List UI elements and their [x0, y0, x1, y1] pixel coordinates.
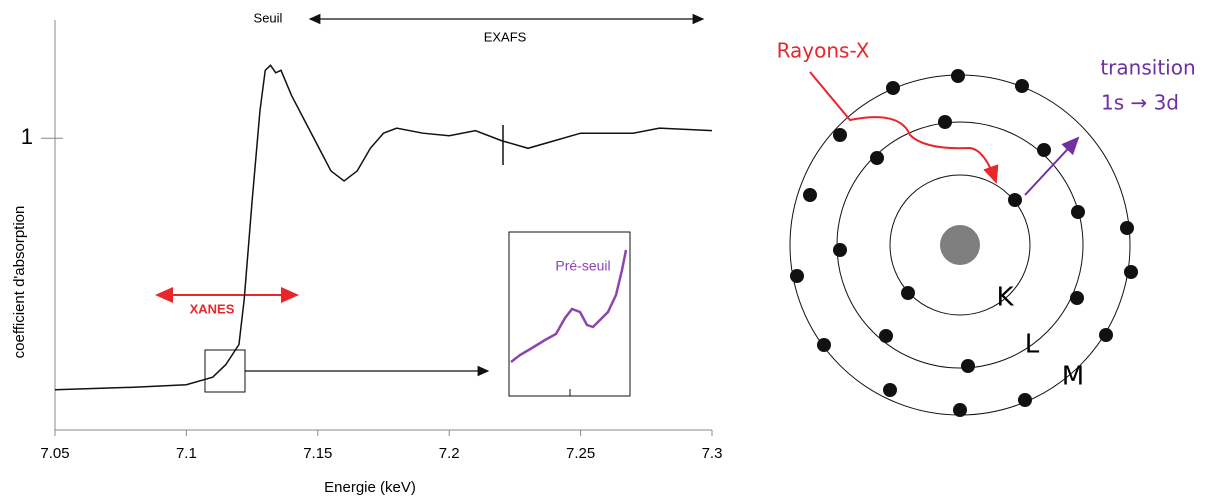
- transition-detail: 1s → 3d: [1101, 91, 1179, 115]
- x-axis-label: Energie (keV): [324, 479, 416, 496]
- pre-edge-curve: [510, 249, 628, 363]
- electrons: [790, 69, 1138, 417]
- shell-label: L: [1025, 330, 1040, 360]
- edge-label: Seuil: [254, 10, 283, 25]
- y-tick-label: 1: [21, 124, 33, 149]
- ray-label: Rayons-X: [777, 39, 870, 63]
- x-tick-label: 7.1: [176, 445, 197, 462]
- spectrum-chart: Energie (keV) coefficient d'absorption S…: [11, 10, 722, 496]
- shell-label: M: [1062, 362, 1084, 392]
- x-ray-arrow: [809, 71, 999, 184]
- xanes-label: XANES: [190, 301, 235, 316]
- spectrum-line: [54, 64, 713, 391]
- shell-label: K: [996, 283, 1014, 313]
- exafs-label: EXAFS: [484, 29, 527, 44]
- x-tick-label: 7.25: [566, 445, 595, 462]
- x-tick-label: 7.05: [40, 445, 69, 462]
- shell-k: [889, 174, 1031, 316]
- x-tick-label: 7.15: [303, 445, 332, 462]
- nucleus: [940, 225, 980, 265]
- y-axis-label: coefficient d'absorption: [11, 206, 28, 359]
- transition-arrow: [1024, 136, 1080, 196]
- x-tick-label: 7.2: [439, 445, 460, 462]
- transition-label: transition: [1100, 56, 1195, 80]
- x-tick-label: 7.3: [702, 445, 723, 462]
- atom-diagram: Rayons-X transition 1s → 3d K L M: [777, 39, 1196, 417]
- pre-edge-label: Pré-seuil: [555, 258, 610, 274]
- zoom-box: [204, 349, 246, 393]
